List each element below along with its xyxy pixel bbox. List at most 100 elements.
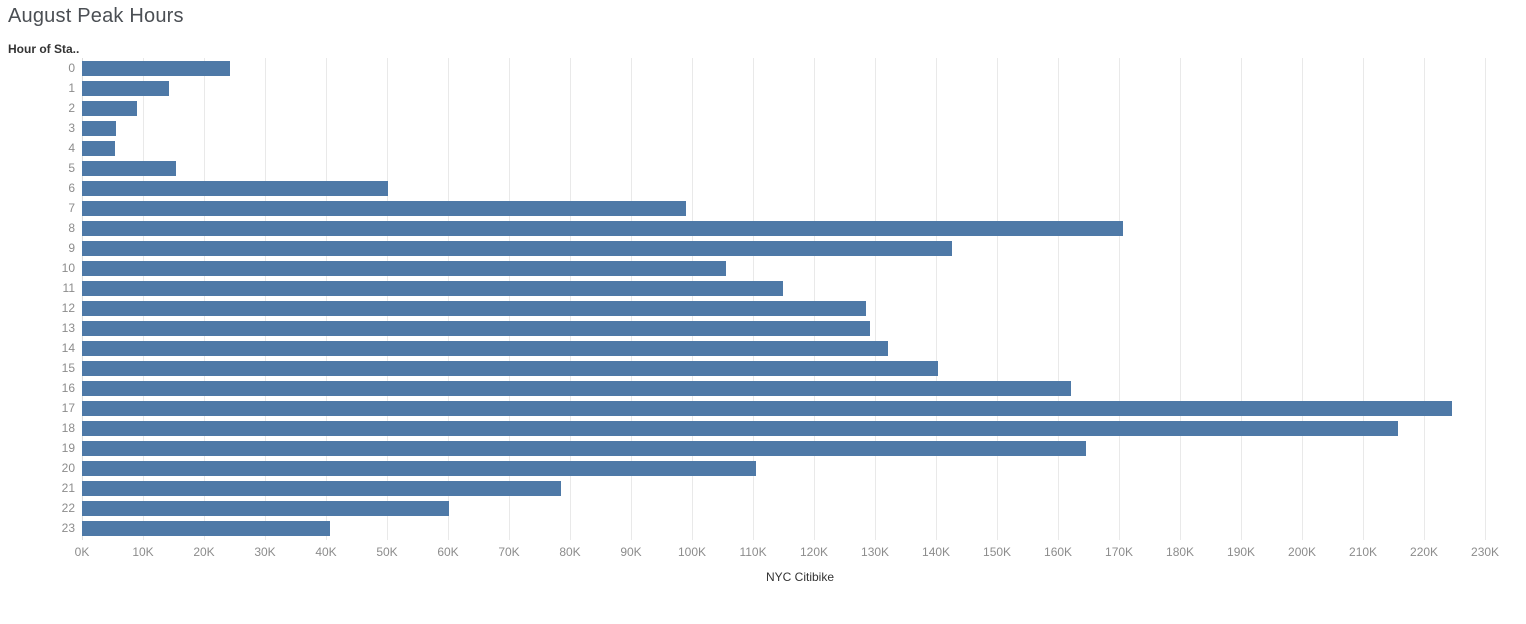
bar[interactable] bbox=[82, 160, 176, 176]
bar[interactable] bbox=[82, 500, 450, 516]
y-axis-label: 19 bbox=[61, 441, 75, 455]
y-axis-label: 13 bbox=[61, 321, 75, 335]
y-axis-label: 8 bbox=[68, 221, 75, 235]
y-axis-label: 12 bbox=[61, 301, 75, 315]
x-axis-tick-label: 230K bbox=[1471, 545, 1500, 559]
bar[interactable] bbox=[82, 520, 331, 536]
bar[interactable] bbox=[82, 200, 686, 216]
bar-row bbox=[82, 78, 1518, 98]
y-axis-label: 1 bbox=[68, 81, 75, 95]
bar-row bbox=[82, 458, 1518, 478]
gridline bbox=[509, 58, 511, 540]
x-axis-tick-label: 20K bbox=[193, 545, 215, 559]
bar-row bbox=[82, 278, 1518, 298]
bar[interactable] bbox=[82, 140, 115, 156]
y-axis-label: 18 bbox=[61, 421, 75, 435]
y-axis-labels: 0 1 2 3 4 5 6 7 8 9 10 11 12 13 14 15 16 17 18 19 20 21 22 23 bbox=[0, 58, 75, 538]
chart-pane bbox=[82, 58, 1518, 540]
bar-row bbox=[82, 358, 1518, 378]
x-axis-tick-label: 150K bbox=[983, 545, 1012, 559]
bar-row bbox=[82, 238, 1518, 258]
y-axis-label: 7 bbox=[68, 201, 75, 215]
bar-row bbox=[82, 318, 1518, 338]
x-axis-tick-label: 50K bbox=[376, 545, 398, 559]
x-axis-tick-label: 70K bbox=[498, 545, 520, 559]
x-axis-tick-label: 140K bbox=[922, 545, 951, 559]
gridline bbox=[1180, 58, 1182, 540]
y-axis-label: 9 bbox=[68, 241, 75, 255]
gridline bbox=[692, 58, 694, 540]
y-axis-label: 16 bbox=[61, 381, 75, 395]
bar[interactable] bbox=[82, 60, 231, 76]
chart-title: August Peak Hours bbox=[8, 5, 184, 27]
x-axis-tick-label: 220K bbox=[1410, 545, 1439, 559]
x-axis-tick-label: 40K bbox=[315, 545, 337, 559]
bar[interactable] bbox=[82, 180, 389, 196]
x-axis-tick-labels: 0K 10K 20K 30K 40K 50K 60K 70K 80K 90K 100K 110K 120… bbox=[75, 545, 1518, 560]
x-axis-tick-label: 30K bbox=[254, 545, 276, 559]
y-axis-label: 3 bbox=[68, 121, 75, 135]
gridline bbox=[570, 58, 572, 540]
bar[interactable] bbox=[82, 420, 1398, 436]
y-axis-label: 4 bbox=[68, 141, 75, 155]
bar[interactable] bbox=[82, 80, 170, 96]
row-field-header: Hour of Sta.. bbox=[8, 42, 80, 56]
bar[interactable] bbox=[82, 300, 866, 316]
bar[interactable] bbox=[82, 360, 938, 376]
bar[interactable] bbox=[82, 480, 561, 496]
bar[interactable] bbox=[82, 220, 1124, 236]
bar-row bbox=[82, 98, 1518, 118]
gridline bbox=[753, 58, 755, 540]
bar[interactable] bbox=[82, 320, 871, 336]
gridline bbox=[1241, 58, 1243, 540]
x-axis-tick-label: 180K bbox=[1166, 545, 1195, 559]
y-axis-label: 6 bbox=[68, 181, 75, 195]
gridline bbox=[1058, 58, 1060, 540]
x-axis-tick-label: 0K bbox=[74, 545, 90, 559]
x-axis-tick-label: 90K bbox=[620, 545, 642, 559]
bar[interactable] bbox=[82, 260, 727, 276]
gridline bbox=[1302, 58, 1304, 540]
bar[interactable] bbox=[82, 280, 783, 296]
bar-row bbox=[82, 498, 1518, 518]
bar-row bbox=[82, 298, 1518, 318]
gridline bbox=[326, 58, 327, 540]
x-axis-tick-label: 200K bbox=[1288, 545, 1317, 559]
x-axis-tick-label: 110K bbox=[739, 545, 767, 559]
gridline bbox=[265, 58, 266, 540]
gridline bbox=[387, 58, 388, 540]
gridline bbox=[1424, 58, 1426, 540]
bar[interactable] bbox=[82, 100, 137, 116]
bar[interactable] bbox=[82, 400, 1453, 416]
y-axis-label: 0 bbox=[68, 61, 75, 75]
bar[interactable] bbox=[82, 380, 1071, 396]
bar-row bbox=[82, 438, 1518, 458]
bar[interactable] bbox=[82, 120, 117, 136]
y-axis-label: 21 bbox=[61, 481, 75, 495]
bar[interactable] bbox=[82, 440, 1087, 456]
bar-row bbox=[82, 178, 1518, 198]
y-axis-label: 10 bbox=[61, 261, 75, 275]
x-axis-title: NYC Citibike bbox=[765, 570, 834, 584]
y-axis-label: 15 bbox=[61, 361, 75, 375]
bar[interactable] bbox=[82, 240, 952, 256]
x-axis-tick-label: 160K bbox=[1044, 545, 1073, 559]
y-axis-label: 20 bbox=[61, 461, 75, 475]
gridline bbox=[448, 58, 449, 540]
bar-row bbox=[82, 118, 1518, 138]
y-axis-label: 2 bbox=[68, 101, 75, 115]
gridline bbox=[1485, 58, 1487, 540]
bar[interactable] bbox=[82, 340, 888, 356]
bar-row bbox=[82, 258, 1518, 278]
bar[interactable] bbox=[82, 460, 757, 476]
gridline bbox=[936, 58, 938, 540]
y-axis-label: 14 bbox=[61, 341, 75, 355]
y-axis-label: 23 bbox=[61, 521, 75, 535]
bar-row bbox=[82, 338, 1518, 358]
bar-row bbox=[82, 478, 1518, 498]
bar-row bbox=[82, 158, 1518, 178]
y-axis-label: 22 bbox=[61, 501, 75, 515]
x-axis-tick-label: 80K bbox=[559, 545, 581, 559]
y-axis-label: 11 bbox=[62, 281, 75, 295]
